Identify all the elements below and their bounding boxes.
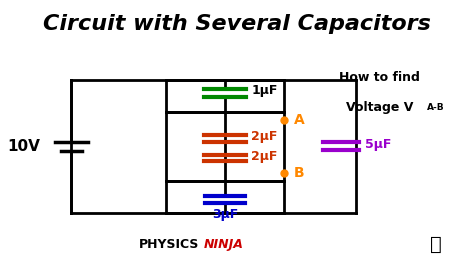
- Text: B: B: [294, 166, 304, 180]
- Text: 3μF: 3μF: [212, 208, 238, 221]
- Text: 1μF: 1μF: [251, 84, 278, 97]
- Text: 5μF: 5μF: [365, 139, 392, 151]
- Text: 2μF: 2μF: [251, 131, 278, 143]
- Text: 2μF: 2μF: [251, 151, 278, 163]
- Text: Voltage V: Voltage V: [346, 101, 413, 114]
- Text: 🥷: 🥷: [430, 235, 442, 254]
- Text: Circuit with Several Capacitors: Circuit with Several Capacitors: [43, 14, 431, 34]
- Text: A: A: [294, 113, 305, 127]
- Text: NINJA: NINJA: [204, 238, 244, 251]
- Text: PHYSICS: PHYSICS: [139, 238, 199, 251]
- Text: How to find: How to find: [339, 71, 419, 84]
- Text: 10V: 10V: [7, 139, 40, 154]
- Text: A-B: A-B: [427, 103, 445, 112]
